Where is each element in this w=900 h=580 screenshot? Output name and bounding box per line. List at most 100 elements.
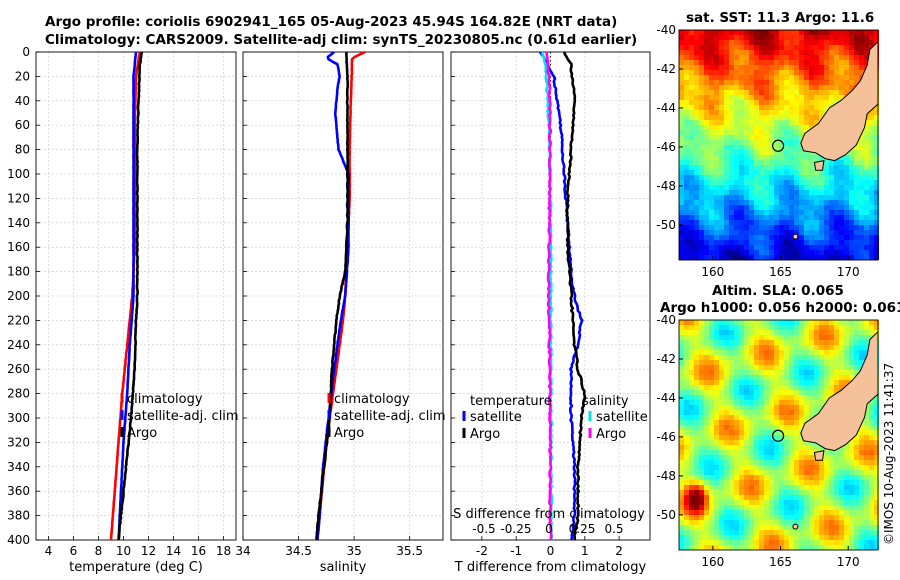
map-cell [824,375,829,380]
map-cell [729,40,734,45]
map-cell [719,35,724,40]
map-cell [764,245,769,250]
map-cell [704,105,709,110]
map-cell [699,405,704,410]
map-cell [794,515,799,520]
map-cell [759,355,764,360]
map-cell [749,420,754,425]
map-cell [734,435,739,440]
map-cell [854,225,859,230]
map-cell [694,535,699,540]
map-cell [689,215,694,220]
map-cell [794,55,799,60]
map-cell [729,70,734,75]
map-cell [819,335,824,340]
map-cell [764,170,769,175]
map-cell [779,245,784,250]
map-cell [779,355,784,360]
map-cell [759,145,764,150]
map-cell [804,380,809,385]
map-cell [874,150,879,155]
map-cell [839,185,844,190]
map-cell [694,410,699,415]
map-cell [819,80,824,85]
map-cell [779,115,784,120]
map-cell [819,185,824,190]
map-cell [839,385,844,390]
map-cell [824,330,829,335]
map-cell [854,365,859,370]
map-cell [814,490,819,495]
map-cell [724,545,729,550]
map-cell [694,435,699,440]
map-cell [824,535,829,540]
map-cell [789,545,794,550]
map-cell [754,160,759,165]
map-cell [679,360,684,365]
map-cell [709,390,714,395]
map-cell [719,410,724,415]
map-cell [754,130,759,135]
map-cell [854,330,859,335]
map-cell [689,110,694,115]
map-cell [714,375,719,380]
map-cell [859,215,864,220]
map-cell [824,220,829,225]
map-cell [714,325,719,330]
map-cell [679,480,684,485]
map-cell [834,515,839,520]
map-cell [824,40,829,45]
map-cell [854,545,859,550]
map-cell [789,400,794,405]
map-cell [754,435,759,440]
map-cell [729,180,734,185]
map-cell [734,460,739,465]
map-cell [729,240,734,245]
map-cell [679,80,684,85]
map-cell [739,355,744,360]
land-stewart-island [813,449,825,461]
map-cell [679,455,684,460]
map-cell [744,165,749,170]
map-cell [684,220,689,225]
map-cell [874,190,879,195]
map-cell [779,160,784,165]
series-line-argo [117,51,144,541]
map-cell [814,475,819,480]
map-cell [729,115,734,120]
map-cell [869,475,874,480]
map-cell [859,325,864,330]
map-cell [789,200,794,205]
map-cell [779,470,784,475]
map-cell [854,370,859,375]
map-cell [719,515,724,520]
map-cell [874,320,879,325]
map-cell [804,150,809,155]
map-cell [749,365,754,370]
map-cell [789,445,794,450]
map-cell [679,355,684,360]
map-cell [779,385,784,390]
map-cell [754,380,759,385]
map-cell [824,530,829,535]
y-tick-label: 160 [7,240,30,254]
map-cell [864,430,869,435]
map-cell [719,545,724,550]
map-cell [839,160,844,165]
map-cell [814,240,819,245]
map-cell [764,320,769,325]
map-cell [724,400,729,405]
map-cell [704,345,709,350]
map-cell [859,435,864,440]
map-cell [779,320,784,325]
map-cell [694,390,699,395]
y-tick-label: 60 [15,118,30,132]
map-cell [789,490,794,495]
map-cell [719,190,724,195]
map-cell [799,120,804,125]
map-cell [824,235,829,240]
map-cell [749,30,754,35]
map-cell [789,165,794,170]
map-cell [684,240,689,245]
map-cell [729,160,734,165]
